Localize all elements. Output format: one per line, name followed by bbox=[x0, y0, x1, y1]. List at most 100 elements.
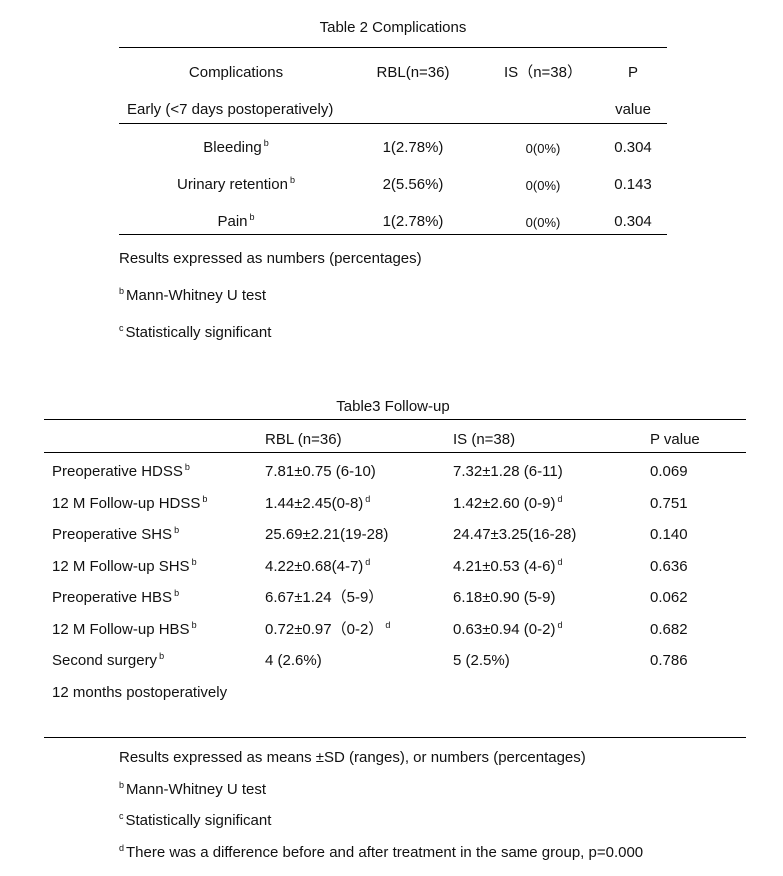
p-value: 0.786 bbox=[650, 652, 688, 670]
is-value: 5 (2.5%) bbox=[453, 652, 510, 670]
table2-title: Table 2 Complications bbox=[319, 19, 467, 36]
rbl-value-sup: d bbox=[385, 620, 391, 630]
p-value: 0.304 bbox=[614, 139, 652, 157]
rbl-value-text: 0.72±0.97（0-2） bbox=[265, 621, 384, 638]
row-label: 12 months postoperatively bbox=[52, 684, 227, 702]
is-value: 24.47±3.25(16-28) bbox=[453, 526, 576, 544]
table3-top-rule bbox=[44, 419, 746, 420]
footnote-marker: b bbox=[119, 286, 125, 296]
rbl-value-text: 4 (2.6%) bbox=[265, 652, 322, 669]
is-value: 1.42±2.60 (0-9) d bbox=[453, 495, 562, 513]
rbl-value: 1(2.78%) bbox=[383, 139, 444, 157]
is-value-text: 0.63±0.94 (0-2) bbox=[453, 621, 556, 638]
table2-header-early: Early (<7 days postoperatively) bbox=[127, 101, 334, 118]
p-value-text: 0.682 bbox=[650, 621, 688, 638]
table3-header-is: IS (n=38) bbox=[453, 431, 516, 448]
row-label: 12 M Follow-up SHS b bbox=[52, 558, 197, 576]
row-label-sup: b bbox=[191, 557, 197, 567]
rbl-value: 0.72±0.97（0-2） d bbox=[265, 621, 390, 639]
rbl-value: 1(2.78%) bbox=[383, 213, 444, 231]
row-label-text: 12 M Follow-up SHS bbox=[52, 558, 190, 575]
is-value-sup: d bbox=[557, 620, 563, 630]
p-value-text: 0.304 bbox=[614, 213, 652, 230]
row-label-text: 12 M Follow-up HDSS bbox=[52, 495, 201, 512]
rbl-value-text: 1.44±2.45(0-8) bbox=[265, 495, 364, 512]
rbl-value-text: 6.67±1.24（5-9） bbox=[265, 589, 384, 606]
row-label-sup: b bbox=[184, 462, 190, 472]
footnote: c Statistically significant bbox=[119, 812, 271, 830]
footnote: b Mann-Whitney U test bbox=[119, 779, 267, 799]
footnote: Results expressed as means ±SD (ranges),… bbox=[119, 749, 586, 767]
row-label: Preoperative HBS b bbox=[52, 589, 179, 607]
row-label-text: 12 M Follow-up HBS bbox=[52, 621, 190, 638]
footnote-marker: d bbox=[119, 842, 125, 853]
footnote-text: Mann-Whitney U test bbox=[126, 780, 267, 798]
rbl-value-text: 1(2.78%) bbox=[382, 213, 444, 230]
p-value-text: 0.062 bbox=[650, 589, 688, 606]
p-value-text: 0.069 bbox=[650, 463, 688, 480]
footnote-marker: c bbox=[119, 811, 124, 821]
is-value-text: 5 (2.5%) bbox=[453, 652, 510, 669]
is-value-text: 1.42±2.60 (0-9) bbox=[453, 495, 556, 512]
footnote-marker: c bbox=[119, 323, 124, 333]
rbl-value: 2(5.56%) bbox=[383, 176, 444, 194]
row-label-text: Urinary retention bbox=[177, 176, 288, 193]
footnote: b Mann-Whitney U test bbox=[119, 287, 266, 305]
row-label-sup: b bbox=[159, 651, 165, 661]
is-value-sup: d bbox=[557, 494, 563, 504]
p-value: 0.682 bbox=[650, 621, 688, 639]
footnote-text: Results expressed as means ±SD (ranges),… bbox=[119, 749, 586, 766]
is-value: 4.21±0.53 (4-6) d bbox=[453, 558, 562, 576]
p-value-text: 0.786 bbox=[650, 652, 688, 669]
p-value: 0.069 bbox=[650, 463, 688, 481]
is-value-text: 0(0%) bbox=[525, 178, 561, 193]
p-value: 0.140 bbox=[650, 526, 688, 544]
is-value-text: 4.21±0.53 (4-6) bbox=[453, 558, 556, 575]
rbl-value-sup: d bbox=[365, 494, 371, 504]
row-label-text: Second surgery bbox=[52, 652, 158, 669]
table3-bottom-rule bbox=[44, 737, 746, 738]
rbl-value-text: 1(2.78%) bbox=[382, 139, 444, 156]
footnote-text: Mann-Whitney U test bbox=[126, 287, 267, 304]
footnote-text: Results expressed as numbers (percentage… bbox=[119, 250, 422, 267]
row-label-text: Preoperative HBS bbox=[52, 589, 173, 606]
row-label: Second surgery b bbox=[52, 652, 164, 670]
table2-header-rbl: RBL(n=36) bbox=[376, 64, 450, 81]
row-label: Pain b bbox=[217, 213, 254, 231]
p-value: 0.062 bbox=[650, 589, 688, 607]
rbl-value: 6.67±1.24（5-9） bbox=[265, 589, 383, 607]
is-value-sup: d bbox=[557, 557, 563, 567]
is-value-text: 7.32±1.28 (6-11) bbox=[453, 463, 563, 480]
row-label-text: Pain bbox=[217, 213, 248, 230]
footnote-text: There was a difference before and after … bbox=[126, 843, 644, 861]
footnote: c Statistically significant bbox=[119, 324, 271, 342]
row-label: Bleeding b bbox=[203, 139, 268, 157]
rbl-value: 7.81±0.75 (6-10) bbox=[265, 463, 376, 481]
rbl-value-text: 4.22±0.68(4-7) bbox=[265, 558, 364, 575]
row-label-sup: b bbox=[174, 525, 180, 535]
row-label-sup: b bbox=[263, 138, 269, 148]
is-value-text: 24.47±3.25(16-28) bbox=[453, 526, 577, 543]
is-value-text: 0(0%) bbox=[525, 141, 561, 156]
row-label-sup: b bbox=[289, 175, 295, 185]
table2-header-value: value bbox=[615, 101, 651, 118]
table3-header-p: P value bbox=[650, 431, 700, 448]
rbl-value: 1.44±2.45(0-8) d bbox=[265, 495, 370, 513]
row-label: 12 M Follow-up HBS b bbox=[52, 621, 197, 639]
is-value: 0(0%) bbox=[526, 177, 561, 195]
is-value-text: 6.18±0.90 (5-9) bbox=[453, 589, 556, 606]
row-label-text: Bleeding bbox=[203, 139, 262, 156]
table3-title: Table3 Follow-up bbox=[336, 398, 450, 415]
table2-top-rule bbox=[119, 47, 667, 48]
p-value: 0.636 bbox=[650, 558, 688, 576]
p-value: 0.143 bbox=[614, 176, 652, 194]
p-value-text: 0.140 bbox=[650, 526, 688, 543]
row-label-sup: b bbox=[249, 212, 255, 222]
rbl-value: 4.22±0.68(4-7) d bbox=[265, 558, 370, 576]
table2-header-p: P bbox=[627, 64, 639, 81]
footnote-marker: b bbox=[119, 779, 125, 790]
rbl-value-sup: d bbox=[365, 557, 371, 567]
row-label-text: Preoperative HDSS bbox=[52, 463, 183, 480]
rbl-value: 4 (2.6%) bbox=[265, 652, 322, 670]
row-label-text: Preoperative SHS bbox=[52, 526, 173, 543]
